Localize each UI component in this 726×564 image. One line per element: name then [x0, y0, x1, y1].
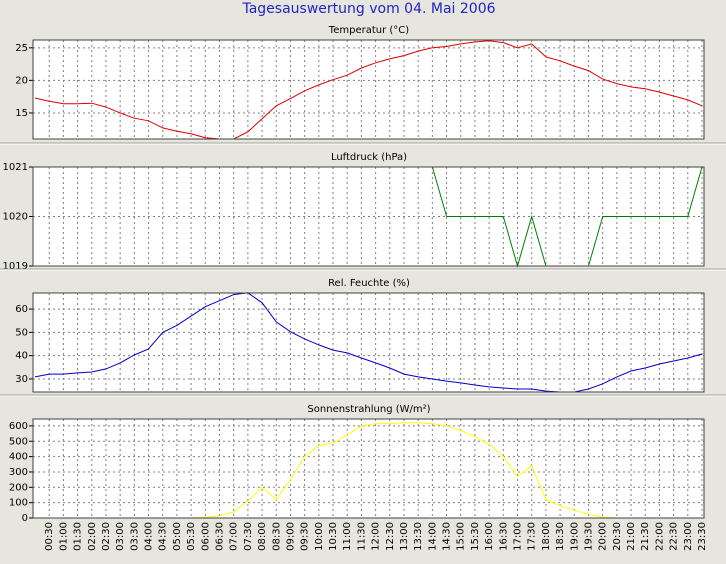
- x-tick-label: 11:30: [356, 522, 367, 551]
- x-tick-label: 23:00: [683, 522, 694, 551]
- plot-area: [33, 40, 704, 139]
- x-tick-label: 19:30: [583, 522, 594, 551]
- x-tick-label: 15:00: [456, 522, 467, 551]
- y-tick-label: 400: [9, 452, 28, 463]
- y-tick-label: 1019: [3, 261, 28, 272]
- y-tick-label: 40: [15, 351, 28, 362]
- x-tick-label: 21:30: [640, 522, 651, 551]
- x-tick-label: 15:30: [470, 522, 481, 551]
- y-tick-label: 1020: [3, 212, 28, 223]
- x-tick-label: 06:00: [200, 522, 211, 551]
- page-title: Tagesauswertung vom 04. Mai 2006: [241, 1, 495, 17]
- x-tick-label: 20:00: [598, 522, 609, 551]
- panel-title: Temperatur (°C): [328, 25, 409, 36]
- y-tick-label: 25: [15, 43, 28, 54]
- x-tick-label: 07:00: [229, 522, 240, 551]
- plot-frame: [32, 166, 705, 267]
- x-tick-label: 23:30: [697, 522, 708, 551]
- x-tick-label: 16:30: [498, 522, 509, 551]
- plot-area: [33, 293, 704, 392]
- y-tick-label: 300: [9, 467, 28, 478]
- x-tick-label: 04:30: [158, 522, 169, 551]
- x-tick-label: 20:30: [612, 522, 623, 551]
- y-tick-label: 0: [22, 513, 28, 524]
- x-tick-label: 07:30: [243, 522, 254, 551]
- plot-frame: [32, 39, 705, 140]
- data-line: [34, 40, 703, 140]
- x-tick-label: 10:00: [314, 522, 325, 551]
- x-tick-label: 02:00: [87, 522, 98, 551]
- x-tick-label: 18:30: [555, 522, 566, 551]
- y-tick-label: 15: [15, 108, 28, 119]
- x-tick-label: 19:00: [569, 522, 580, 551]
- y-tick-label: 60: [15, 304, 28, 315]
- x-tick-label: 00:30: [44, 522, 55, 551]
- x-tick-label: 06:30: [214, 522, 225, 551]
- x-tick-label: 09:00: [285, 522, 296, 551]
- x-tick-label: 14:30: [442, 522, 453, 551]
- x-tick-label: 13:00: [399, 522, 410, 551]
- y-tick-label: 600: [9, 421, 28, 432]
- plot-frame: [32, 292, 705, 393]
- y-tick-label: 1021: [3, 162, 28, 173]
- y-tick-label: 100: [9, 498, 28, 509]
- x-tick-label: 01:00: [58, 522, 69, 551]
- x-tick-label: 14:00: [427, 522, 438, 551]
- x-tick-label: 05:30: [186, 522, 197, 551]
- plot-area: [33, 419, 704, 518]
- x-tick-label: 03:30: [129, 522, 140, 551]
- x-tick-label: 21:00: [626, 522, 637, 551]
- x-tick-label: 22:30: [669, 522, 680, 551]
- y-tick-label: 50: [15, 327, 28, 338]
- x-tick-label: 05:00: [172, 522, 183, 551]
- panel-title: Rel. Feuchte (%): [328, 278, 410, 289]
- x-tick-label: 08:00: [257, 522, 268, 551]
- x-tick-label: 17:30: [527, 522, 538, 551]
- y-tick-label: 30: [15, 374, 28, 385]
- x-tick-label: 12:30: [385, 522, 396, 551]
- x-tick-label: 12:00: [371, 522, 382, 551]
- x-tick-label: 13:30: [413, 522, 424, 551]
- plot-frame: [32, 418, 705, 519]
- y-tick-label: 20: [15, 75, 28, 86]
- x-tick-label: 18:00: [541, 522, 552, 551]
- y-tick-label: 500: [9, 436, 28, 447]
- x-tick-label: 17:00: [513, 522, 524, 551]
- x-tick-label: 04:00: [144, 522, 155, 551]
- x-tick-label: 11:00: [342, 522, 353, 551]
- panel-title: Sonnenstrahlung (W/m²): [307, 404, 430, 415]
- x-tick-label: 09:30: [300, 522, 311, 551]
- x-tick-label: 03:00: [115, 522, 126, 551]
- y-tick-label: 200: [9, 482, 28, 493]
- data-line: [34, 292, 703, 393]
- x-tick-label: 10:30: [328, 522, 339, 551]
- x-tick-label: 22:00: [654, 522, 665, 551]
- x-tick-label: 08:30: [271, 522, 282, 551]
- x-tick-label: 16:00: [484, 522, 495, 551]
- panel-title: Luftdruck (hPa): [331, 152, 407, 163]
- x-tick-label: 01:30: [73, 522, 84, 551]
- x-tick-label: 02:30: [101, 522, 112, 551]
